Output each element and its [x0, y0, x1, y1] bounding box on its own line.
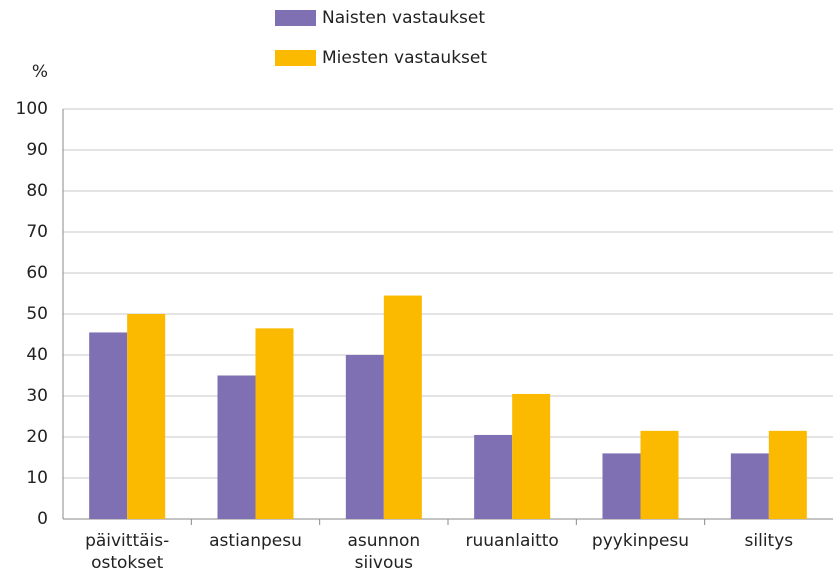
- legend-label: Naisten vastaukset: [322, 8, 485, 28]
- bar: [89, 332, 128, 519]
- bar: [512, 393, 551, 519]
- bar: [768, 430, 807, 519]
- bar: [730, 453, 769, 519]
- y-tick-label: 50: [26, 304, 48, 324]
- bar: [345, 355, 384, 519]
- y-tick-label: 90: [26, 140, 48, 160]
- x-tick-label: pyykinpesu: [592, 531, 689, 551]
- y-tick-label: 0: [37, 509, 48, 529]
- bar: [474, 434, 513, 519]
- y-tick-label: 80: [26, 181, 48, 201]
- y-tick-label: 10: [26, 468, 48, 488]
- y-tick-label: 40: [26, 345, 48, 365]
- bar: [255, 328, 294, 519]
- legend-label: Miesten vastaukset: [322, 48, 487, 68]
- bar: [217, 375, 256, 519]
- bar: [383, 295, 422, 519]
- x-tick-label: silitys: [745, 531, 794, 551]
- y-axis-label: %: [32, 62, 48, 82]
- y-tick-label: 100: [16, 99, 48, 119]
- x-tick-label: ruuanlaitto: [466, 531, 559, 551]
- y-tick-label: 70: [26, 222, 48, 242]
- bar: [127, 314, 166, 519]
- x-tick-label: astianpesu: [209, 531, 302, 551]
- y-tick-label: 20: [26, 427, 48, 447]
- legend-swatch: [275, 10, 316, 26]
- bar: [640, 430, 679, 519]
- x-tick-label: asunnon siivous: [347, 531, 420, 573]
- x-tick-label: päivittäis-ostokset: [85, 531, 169, 573]
- y-tick-label: 30: [26, 386, 48, 406]
- legend-swatch: [275, 50, 316, 66]
- bar: [602, 453, 641, 519]
- y-tick-label: 60: [26, 263, 48, 283]
